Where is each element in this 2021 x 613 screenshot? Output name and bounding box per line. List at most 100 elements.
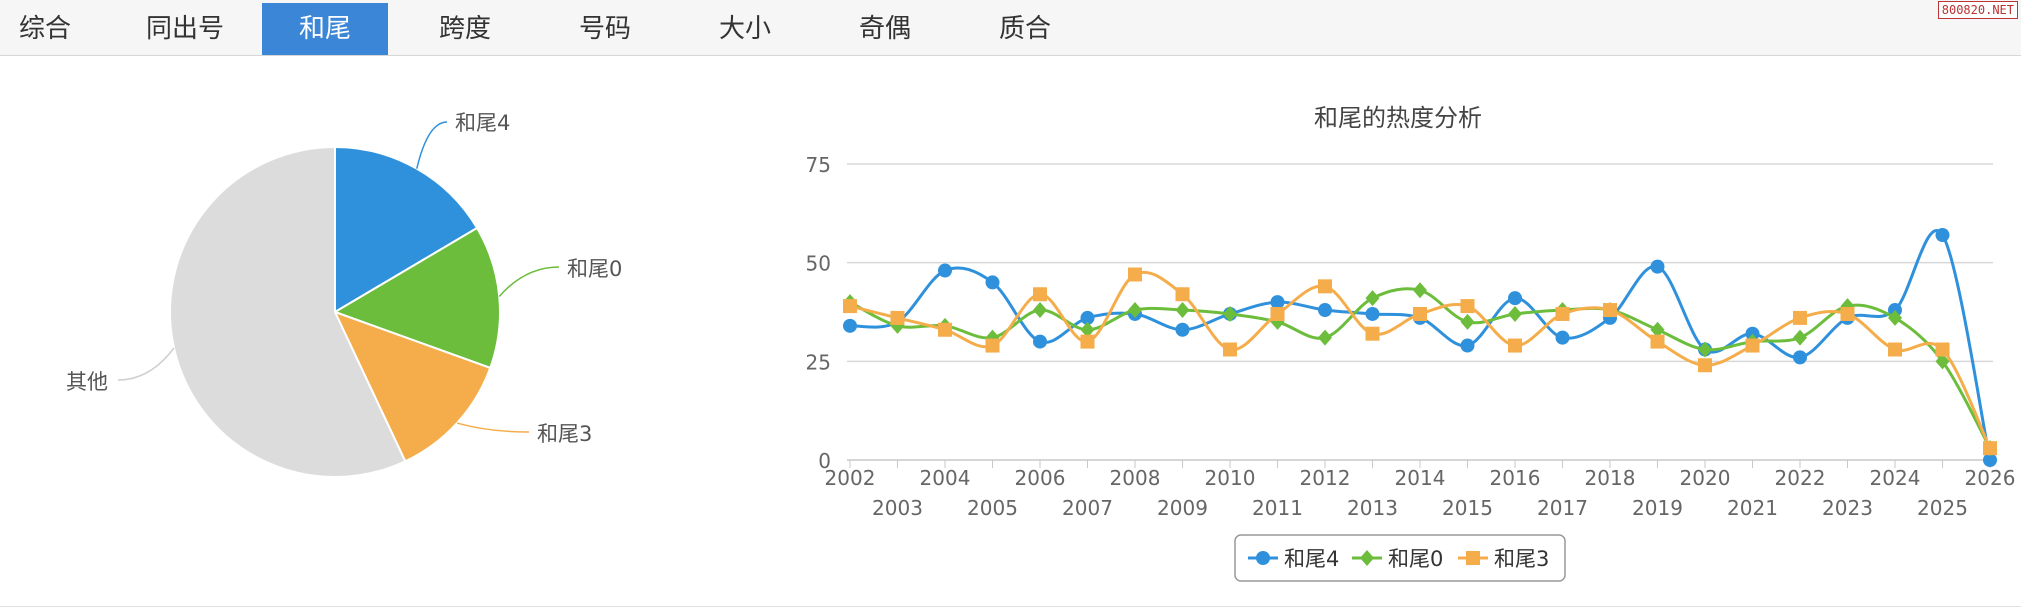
- data-point: [1793, 350, 1807, 365]
- tab-haoma[interactable]: 号码: [578, 14, 631, 44]
- data-point: [1840, 306, 1855, 321]
- tab-jiou[interactable]: 奇偶: [858, 14, 911, 44]
- legend-marker: [1256, 551, 1270, 565]
- x-tick-label: 2004: [920, 466, 971, 490]
- x-tick-label: 2019: [1632, 496, 1683, 520]
- x-tick-label: 2011: [1252, 496, 1303, 520]
- pie-slice: [332, 226, 501, 370]
- data-point: [1888, 342, 1902, 357]
- series-line: [849, 271, 1992, 449]
- data-point: [1413, 306, 1427, 321]
- data-point: [1508, 305, 1522, 322]
- site-watermark: 800820.NET: [1937, 1, 2018, 19]
- tab-hewei[interactable]: 和尾: [262, 3, 388, 55]
- data-point: [1460, 313, 1475, 330]
- data-point: [1365, 326, 1380, 341]
- data-point: [1935, 228, 1950, 243]
- data-point: [1555, 306, 1570, 321]
- x-tick-label: 2015: [1442, 496, 1493, 520]
- data-point: [1223, 305, 1237, 322]
- series-line: [849, 229, 1992, 461]
- data-point: [938, 263, 952, 278]
- data-point: [1603, 303, 1617, 318]
- y-tick-label: 0: [818, 449, 831, 473]
- data-point: [1460, 299, 1475, 314]
- tab-zonghe[interactable]: 综合: [18, 14, 71, 44]
- data-point: [1555, 330, 1570, 345]
- data-point: [938, 322, 952, 337]
- x-tick-label: 2007: [1062, 496, 1113, 520]
- data-point: [1983, 453, 1997, 467]
- data-point: [1698, 341, 1712, 358]
- x-tick-label: 2014: [1395, 466, 1446, 490]
- data-point: [1508, 338, 1522, 353]
- data-point: [1175, 287, 1190, 302]
- legend-box: [1234, 534, 1566, 582]
- y-tick-label: 50: [806, 252, 831, 276]
- tab-bar: 综合 同出号 和尾 跨度 号码 大小 奇偶 质合: [0, 0, 2021, 56]
- data-point: [1080, 310, 1095, 325]
- pie-connector: [117, 347, 175, 381]
- tab-daxiao[interactable]: 大小: [718, 14, 771, 44]
- data-point: [843, 318, 857, 333]
- pie-label: 和尾4: [455, 111, 510, 135]
- data-point: [1033, 287, 1047, 302]
- data-point: [1175, 322, 1190, 337]
- x-tick-label: 2021: [1727, 496, 1778, 520]
- x-tick-label: 2025: [1917, 496, 1968, 520]
- tab-kuadu[interactable]: 跨度: [438, 14, 491, 44]
- data-point: [1793, 310, 1807, 325]
- data-point: [1365, 306, 1380, 321]
- data-point: [843, 299, 857, 314]
- data-point: [1745, 338, 1760, 353]
- pie-connector: [416, 121, 448, 169]
- pie-connector: [456, 422, 530, 433]
- bottom-divider: [0, 606, 2021, 607]
- data-point: [1128, 267, 1142, 282]
- data-point: [1318, 303, 1332, 318]
- legend-marker: [1466, 551, 1480, 565]
- x-tick-label: 2020: [1680, 466, 1731, 490]
- x-tick-label: 2026: [1965, 466, 2016, 490]
- legend-label: 和尾4: [1284, 547, 1339, 571]
- tab-tongchuhao[interactable]: 同出号: [145, 14, 224, 44]
- legend-label: 和尾0: [1388, 547, 1443, 571]
- pie-slice: [333, 310, 492, 463]
- pie-slice: [334, 145, 479, 314]
- tab-zhihe[interactable]: 质合: [998, 14, 1051, 44]
- pie-label: 和尾3: [537, 422, 592, 446]
- pie-label: 和尾0: [567, 257, 622, 281]
- data-point: [1365, 290, 1380, 307]
- legend-label: 和尾3: [1494, 547, 1549, 571]
- data-point: [1033, 334, 1047, 349]
- y-tick-label: 25: [806, 350, 831, 374]
- x-tick-label: 2005: [967, 496, 1018, 520]
- data-point: [1650, 334, 1665, 349]
- x-tick-label: 2022: [1775, 466, 1826, 490]
- data-point: [1270, 306, 1285, 321]
- pie-connector: [498, 266, 560, 297]
- x-tick-label: 2002: [825, 466, 876, 490]
- data-point: [1650, 259, 1665, 274]
- x-tick-label: 2024: [1870, 466, 1921, 490]
- x-tick-label: 2006: [1015, 466, 1066, 490]
- data-point: [1888, 309, 1902, 326]
- x-tick-label: 2018: [1585, 466, 1636, 490]
- x-tick-label: 2010: [1205, 466, 1256, 490]
- chart-title: 和尾的热度分析: [1314, 104, 1482, 132]
- data-point: [1033, 302, 1047, 319]
- x-tick-label: 2009: [1157, 496, 1208, 520]
- data-point: [1650, 321, 1665, 338]
- data-point: [1223, 342, 1237, 357]
- data-point: [1698, 358, 1712, 373]
- data-point: [1175, 302, 1190, 319]
- data-point: [890, 310, 905, 325]
- x-tick-label: 2023: [1822, 496, 1873, 520]
- data-point: [1270, 295, 1285, 310]
- x-tick-label: 2013: [1347, 496, 1398, 520]
- data-point: [985, 275, 1000, 290]
- data-point: [1413, 282, 1427, 299]
- data-point: [1935, 353, 1950, 370]
- data-point: [1983, 441, 1997, 456]
